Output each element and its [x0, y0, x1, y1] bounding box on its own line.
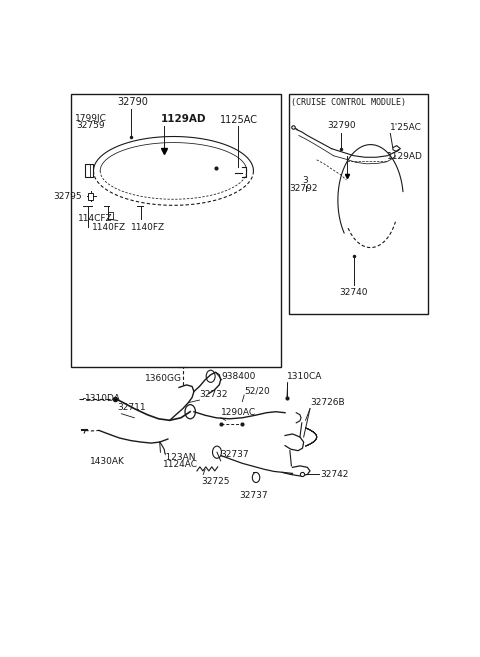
Text: 114CFZ: 114CFZ [78, 214, 112, 223]
Text: 1'25AC: 1'25AC [390, 123, 422, 132]
Text: '123AN: '123AN [163, 453, 196, 463]
Text: 32790: 32790 [328, 122, 356, 131]
Text: 1360GG: 1360GG [145, 374, 182, 384]
Text: 52/20: 52/20 [244, 386, 270, 395]
Bar [87, 193, 94, 200]
Text: 32737: 32737 [239, 491, 268, 500]
Text: 938400: 938400 [222, 372, 256, 381]
Text: 32792: 32792 [289, 184, 318, 193]
Text: 1290AC: 1290AC [221, 408, 256, 417]
Text: 32711: 32711 [118, 403, 146, 412]
Text: 32740: 32740 [340, 288, 368, 297]
Text: 1125AC: 1125AC [220, 116, 258, 125]
Bar [71, 94, 281, 367]
Text: 1310DA: 1310DA [85, 394, 121, 403]
Text: 1140FZ: 1140FZ [131, 223, 165, 232]
Text: 1430AK: 1430AK [90, 457, 125, 466]
Text: 32795: 32795 [54, 192, 83, 200]
Text: 1310CA: 1310CA [287, 372, 322, 381]
Text: 32742: 32742 [321, 470, 349, 479]
Text: 1124AC: 1124AC [163, 461, 198, 469]
Text: 1129AD: 1129AD [160, 114, 206, 124]
Text: 32732: 32732 [200, 390, 228, 399]
Text: 3: 3 [302, 176, 308, 185]
Bar [85, 164, 94, 177]
Text: 32790: 32790 [117, 97, 148, 106]
Text: 32737: 32737 [221, 450, 249, 459]
Text: (CRUISE CONTROL MODULE): (CRUISE CONTROL MODULE) [291, 97, 407, 106]
Text: 1799JC: 1799JC [75, 114, 107, 124]
Text: 32726B: 32726B [310, 397, 345, 407]
Bar [289, 94, 428, 314]
Text: 1140FZ: 1140FZ [92, 223, 126, 232]
Text: 32759: 32759 [77, 122, 105, 131]
Text: 1129AD: 1129AD [386, 152, 422, 161]
Text: 32725: 32725 [202, 478, 230, 486]
